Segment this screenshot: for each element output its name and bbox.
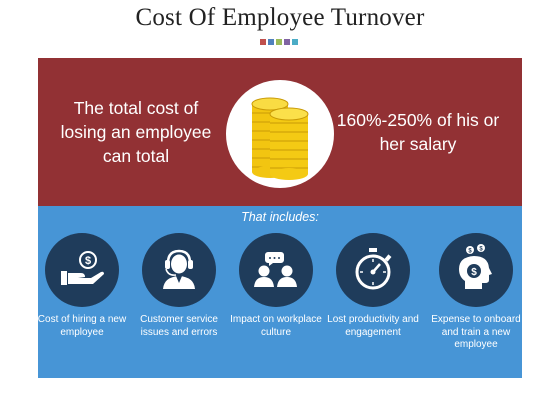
item-label-customer-service: Customer service issues and errors (140, 314, 218, 338)
coin-stack-icon (226, 80, 334, 188)
hand-dollar-icon: $ (45, 233, 119, 307)
svg-text:$: $ (468, 249, 472, 255)
includes-heading: That includes: (241, 210, 319, 224)
slide-title: Cost Of Employee Turnover (135, 4, 425, 31)
people-chat-icon (239, 233, 313, 307)
total-cost-statement: The total cost of losing an employee can… (60, 98, 212, 166)
title-decoration (260, 39, 298, 45)
item-label-culture: Impact on workplace culture (230, 314, 322, 338)
svg-text:$: $ (471, 267, 477, 278)
head-dollar-icon: $ $ $ (439, 233, 513, 307)
svg-text:$: $ (85, 255, 91, 267)
salary-percentage: 160%-250% of his or her salary (336, 110, 500, 154)
item-label-onboarding: Expense to onboard and train a new emplo… (431, 314, 521, 350)
headset-agent-icon (142, 233, 216, 307)
item-label-hiring: Cost of hiring a new employee (37, 314, 127, 338)
svg-text:$: $ (479, 247, 483, 253)
item-label-productivity: Lost productivity and engagement (327, 314, 419, 338)
stopwatch-icon (336, 233, 410, 307)
